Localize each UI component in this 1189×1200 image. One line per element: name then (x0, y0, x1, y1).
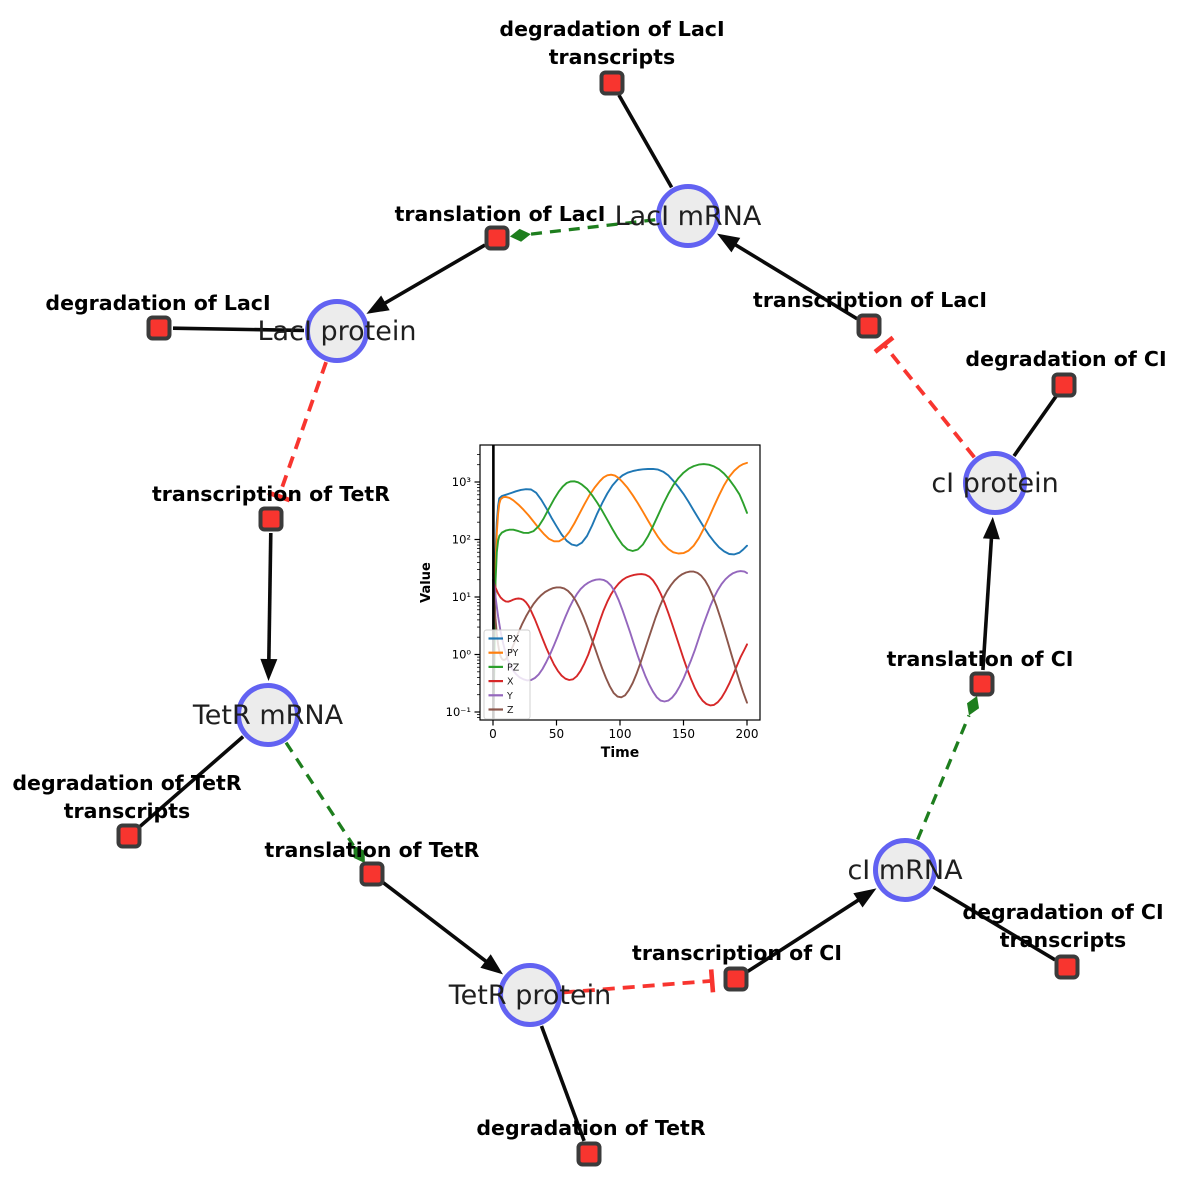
legend-label-Y: Y (506, 691, 513, 702)
reaction-node-deg_ci_tr (1054, 954, 1080, 980)
node-layer (116, 70, 1080, 1167)
reaction-node-deg_tetr_tr (116, 823, 142, 849)
edge-modifier-ci_mrna-to-transl_ci (916, 696, 980, 841)
tee-inhibitor-head (708, 969, 716, 993)
arrowhead (260, 658, 278, 682)
reaction-label-deg_laci_tr-line1: degradation of LacI (499, 17, 724, 41)
tee-inhibitor-head (267, 490, 291, 503)
reaction-label-transcr_ci-line1: transcription of CI (632, 941, 842, 965)
reaction-label-deg_ci_tr-line1: degradation of CI (962, 900, 1163, 924)
reaction-node-transl_ci (969, 671, 995, 697)
edge-consumption-laci_mrna-to-deg_laci_tr (617, 94, 674, 189)
x-tick-label: 50 (549, 727, 564, 741)
arrowhead (366, 295, 390, 314)
reaction-node-deg_ci (1051, 372, 1077, 398)
edge-layer (138, 94, 1058, 1142)
reaction-node-deg_tetr (576, 1141, 602, 1167)
y-tick-label: 10⁰ (452, 648, 472, 662)
edge-consumption-tetr_protein-to-deg_tetr (539, 1025, 586, 1142)
edge-production-transl_ci-to-ci_protein (981, 516, 1000, 671)
species-label-tetr_mrna: TetR mRNA (192, 700, 344, 731)
series-line-X (492, 573, 748, 707)
species-label-ci_mrna: cI mRNA (847, 855, 963, 886)
reaction-label-transcr_laci-line1: transcription of LacI (753, 288, 987, 312)
reaction-label-deg_ci_tr-line2: transcripts (1000, 928, 1127, 952)
reaction-node-transl_tetr (359, 861, 385, 887)
diamond-arrowhead (353, 845, 365, 864)
edge-inhibition-laci_protein-to-transcr_tetr (267, 361, 328, 503)
edge-inhibition-ci_protein-to-transcr_laci (873, 335, 976, 459)
species-label-tetr_protein: TetR protein (448, 980, 611, 1011)
edge-consumption-ci_mrna-to-deg_ci_tr (932, 885, 1056, 962)
x-tick-label: 0 (489, 727, 497, 741)
edge-modifier-tetr_mrna-to-transl_tetr (284, 741, 365, 864)
legend-label-PX: PX (507, 634, 520, 645)
reaction-label-transl_tetr-line1: translation of TetR (265, 838, 480, 862)
reaction-node-deg_laci_tr (599, 70, 625, 96)
species-node-laci_protein (305, 299, 369, 363)
y-tick-label: 10² (452, 533, 471, 547)
diamond-arrowhead (509, 228, 531, 242)
x-axis-title: Time (601, 745, 639, 761)
legend-label-Z: Z (507, 705, 514, 716)
x-tick-label: 200 (736, 727, 759, 741)
y-tick-label: 10³ (452, 475, 472, 489)
edge-production-transcr_laci-to-laci_mrna (717, 233, 858, 321)
legend-label-PZ: PZ (507, 662, 520, 673)
diamond-arrowhead (967, 696, 980, 716)
tick-layer: 10⁻¹ 10⁰ 10¹ 10² 10³ 0 50 100 150 200 (446, 454, 759, 741)
species-node-laci_mrna (656, 184, 720, 248)
reaction-label-deg_tetr-line1: degradation of TetR (476, 1116, 705, 1140)
series-line-PZ (492, 463, 748, 720)
arrowhead (480, 954, 504, 975)
series-line-PY (492, 461, 748, 720)
reaction-label-deg_tetr_tr-line2: transcripts (64, 799, 191, 823)
label-layer: LacI mRNA LacI protein cI protein TetR mRNA… (12, 17, 1166, 1140)
edge-modifier-laci_mrna-to-transl_laci (509, 218, 656, 242)
edge-production-transcr_ci-to-ci_mrna (746, 888, 877, 973)
x-tick-label: 100 (609, 727, 632, 741)
species-node-ci_protein (963, 451, 1027, 515)
y-axis-title: Value (419, 562, 434, 603)
edge-production-transl_laci-to-laci_protein (366, 243, 486, 314)
reaction-label-transl_ci-line1: translation of CI (887, 647, 1074, 671)
arrowhead (717, 233, 741, 253)
edge-consumption-ci_protein-to-deg_ci (1012, 395, 1058, 458)
reaction-label-deg_ci-line1: degradation of CI (965, 347, 1166, 371)
species-label-laci_protein: LacI protein (258, 316, 417, 347)
edge-consumption-tetr_mrna-to-deg_tetr_tr (138, 735, 245, 829)
reaction-label-deg_laci-line1: degradation of LacI (45, 291, 270, 315)
edge-consumption-laci_protein-to-deg_laci (172, 326, 305, 333)
tee-inhibitor-head (873, 335, 895, 354)
y-tick-label: 10¹ (452, 590, 471, 604)
species-label-laci_mrna: LacI mRNA (615, 201, 762, 232)
arrowhead (853, 888, 877, 908)
reaction-label-deg_tetr_tr-line1: degradation of TetR (12, 771, 241, 795)
reaction-node-transl_laci (484, 225, 510, 251)
edge-production-transl_tetr-to-tetr_protein (382, 881, 504, 975)
reaction-node-transcr_laci (856, 313, 882, 339)
x-tick-label: 150 (672, 727, 695, 741)
reaction-node-transcr_tetr (258, 506, 284, 532)
species-node-tetr_mrna (236, 683, 300, 747)
reaction-node-transcr_ci (723, 966, 749, 992)
edge-inhibition-tetr_protein-to-transcr_ci (562, 969, 716, 995)
legend-label-PY: PY (507, 648, 519, 659)
edge-production-transcr_tetr-to-tetr_mrna (260, 532, 278, 682)
reaction-node-deg_laci (146, 315, 172, 341)
species-node-ci_mrna (873, 838, 937, 902)
series-line-PX (492, 467, 748, 720)
arrowhead (982, 516, 1000, 540)
y-tick-label: 10⁻¹ (446, 705, 471, 719)
legend-label-X: X (507, 677, 514, 688)
reaction-label-transcr_tetr-line1: transcription of TetR (152, 482, 390, 506)
species-node-tetr_protein (498, 963, 562, 1027)
reaction-label-transl_laci-line1: translation of LacI (395, 202, 606, 226)
chart-legend: PX PY PZ XYZ (483, 629, 531, 720)
species-label-ci_protein: cI protein (931, 468, 1058, 499)
reaction-label-deg_laci_tr-line2: transcripts (549, 45, 676, 69)
